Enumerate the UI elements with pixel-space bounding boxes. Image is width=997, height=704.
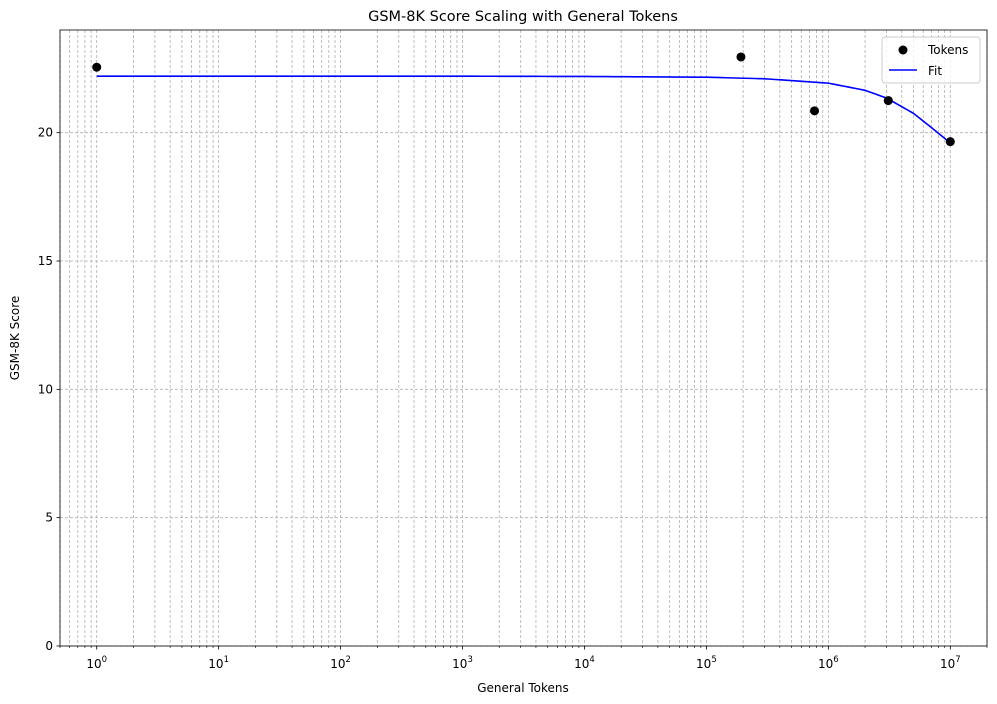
x-tick-label: 104 (574, 655, 595, 671)
x-tick-label: 106 (818, 655, 839, 671)
x-axis-title: General Tokens (477, 681, 569, 695)
y-axis-title: GSM-8K Score (8, 296, 22, 381)
x-tick-label: 105 (696, 655, 717, 671)
x-tick-label: 100 (86, 655, 107, 671)
legend-label-fit: Fit (928, 64, 942, 78)
x-tick-label: 107 (940, 655, 961, 671)
legend-marker-tokens (898, 45, 908, 55)
x-axis-ticks: 100 101 102 103 104 105 106 107 (59, 646, 988, 671)
data-point (736, 52, 746, 62)
data-point (945, 137, 955, 147)
fit-line-layer (96, 75, 951, 144)
x-tick-label: 103 (452, 655, 473, 671)
points-layer (92, 52, 955, 147)
y-axis-ticks: 0 5 10 15 20 (38, 126, 60, 653)
y-tick-label: 10 (38, 382, 53, 396)
y-tick-label: 0 (45, 639, 53, 653)
fit-line (96, 75, 951, 144)
y-tick-label: 15 (38, 254, 53, 268)
data-point (810, 106, 820, 116)
plot-frame (59, 29, 988, 647)
legend-label-tokens: Tokens (927, 43, 968, 57)
legend: Tokens Fit (881, 36, 981, 84)
data-point (92, 62, 102, 72)
x-tick-label: 101 (208, 655, 229, 671)
chart-title: GSM-8K Score Scaling with General Tokens (368, 9, 678, 25)
y-tick-label: 20 (38, 126, 53, 140)
data-point (883, 96, 893, 106)
plot-background (60, 30, 987, 646)
y-tick-label: 5 (45, 511, 53, 525)
x-tick-label: 102 (330, 655, 351, 671)
